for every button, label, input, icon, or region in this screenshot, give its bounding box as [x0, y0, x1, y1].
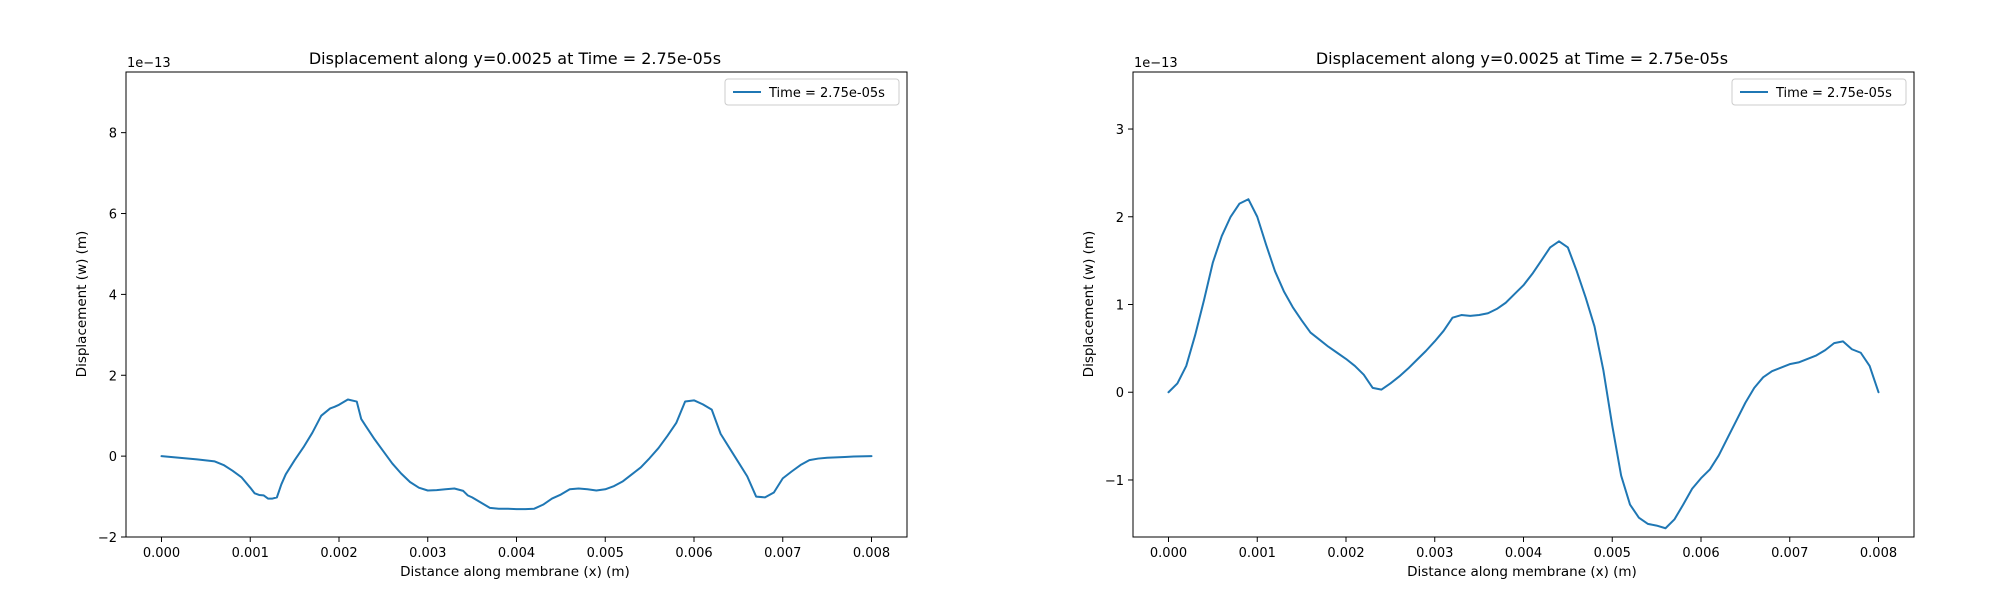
chart-right-plot-frame	[1132, 71, 1915, 538]
chart-left-ticks: 0.000 0.001 0.002 0.003 0.004 0.005 0.006 0.007…	[98, 127, 890, 561]
chart-right-y-tick-label: 2	[1116, 211, 1124, 226]
chart-left-legend-label: Time = 2.75e-05s	[768, 86, 885, 101]
chart-left-offset-text: 1e−13	[127, 56, 171, 71]
chart-left: Displacement along y=0.0025 at Time = 2.…	[74, 49, 908, 580]
chart-right-series	[1167, 198, 1880, 530]
chart-right-x-tick-label: 0.005	[1594, 546, 1631, 561]
chart-right-legend-box	[1731, 78, 1907, 106]
chart-left-x-tick-label: 0.007	[764, 546, 801, 561]
chart-right-x-tick-label: 0.006	[1682, 546, 1719, 561]
chart-right-x-tick-label: 0.000	[1150, 546, 1187, 561]
chart-right-x-tick-label: 0.002	[1327, 546, 1364, 561]
chart-right-x-tick-label: 0.008	[1860, 546, 1897, 561]
chart-right-y-tick-label: 3	[1116, 123, 1124, 138]
chart-right-offset-text: 1e−13	[1134, 56, 1178, 71]
chart-left-x-tick-label: 0.008	[853, 546, 890, 561]
chart-right-title: Displacement along y=0.0025 at Time = 2.…	[1316, 49, 1728, 68]
chart-left-y-tick-label: 4	[109, 288, 117, 303]
chart-left-legend-box	[724, 78, 900, 106]
chart-right-y-tick-label: 0	[1116, 386, 1124, 401]
chart-left-x-tick-label: 0.004	[498, 546, 535, 561]
chart-left-x-tick-label: 0.000	[143, 546, 180, 561]
chart-left-y-tick-label: 0	[109, 450, 117, 465]
chart-right-x-tick-label: 0.001	[1239, 546, 1276, 561]
chart-right-x-axis-label: Distance along membrane (x) (m)	[1407, 564, 1637, 580]
chart-right-x-tick-label: 0.007	[1771, 546, 1808, 561]
chart-left-x-axis-label: Distance along membrane (x) (m)	[400, 564, 630, 580]
chart-left-title: Displacement along y=0.0025 at Time = 2.…	[309, 49, 721, 68]
chart-left-legend: Time = 2.75e-05s	[724, 78, 900, 106]
chart-right-ticks: 0.000 0.001 0.002 0.003 0.004 0.005 0.006 0.007…	[1105, 123, 1897, 561]
chart-left-x-tick-label: 0.002	[320, 546, 357, 561]
chart-right: Displacement along y=0.0025 at Time = 2.…	[1081, 49, 1915, 580]
chart-left-x-tick-label: 0.006	[675, 546, 712, 561]
chart-right-legend: Time = 2.75e-05s	[1731, 78, 1907, 106]
chart-left-y-tick-label: −2	[98, 531, 117, 546]
chart-left-series-line	[160, 398, 873, 511]
chart-left-y-tick-label: 8	[109, 127, 117, 142]
chart-left-x-tick-label: 0.003	[409, 546, 446, 561]
chart-left-y-tick-label: 6	[109, 208, 117, 223]
chart-right-legend-label: Time = 2.75e-05s	[1775, 86, 1892, 101]
chart-right-x-tick-label: 0.004	[1505, 546, 1542, 561]
chart-left-y-tick-label: 2	[109, 369, 117, 384]
chart-right-y-tick-label: 1	[1116, 299, 1124, 314]
chart-left-series	[160, 398, 873, 511]
chart-right-y-tick-label: −1	[1105, 474, 1124, 489]
chart-left-y-axis-label: Displacement (w) (m)	[74, 231, 90, 378]
chart-left-x-tick-label: 0.001	[232, 546, 269, 561]
chart-right-series-line	[1167, 198, 1880, 530]
chart-right-x-tick-label: 0.003	[1416, 546, 1453, 561]
chart-right-y-axis-label: Displacement (w) (m)	[1081, 231, 1097, 378]
chart-left-x-tick-label: 0.005	[587, 546, 624, 561]
chart-left-plot-frame	[125, 71, 908, 538]
